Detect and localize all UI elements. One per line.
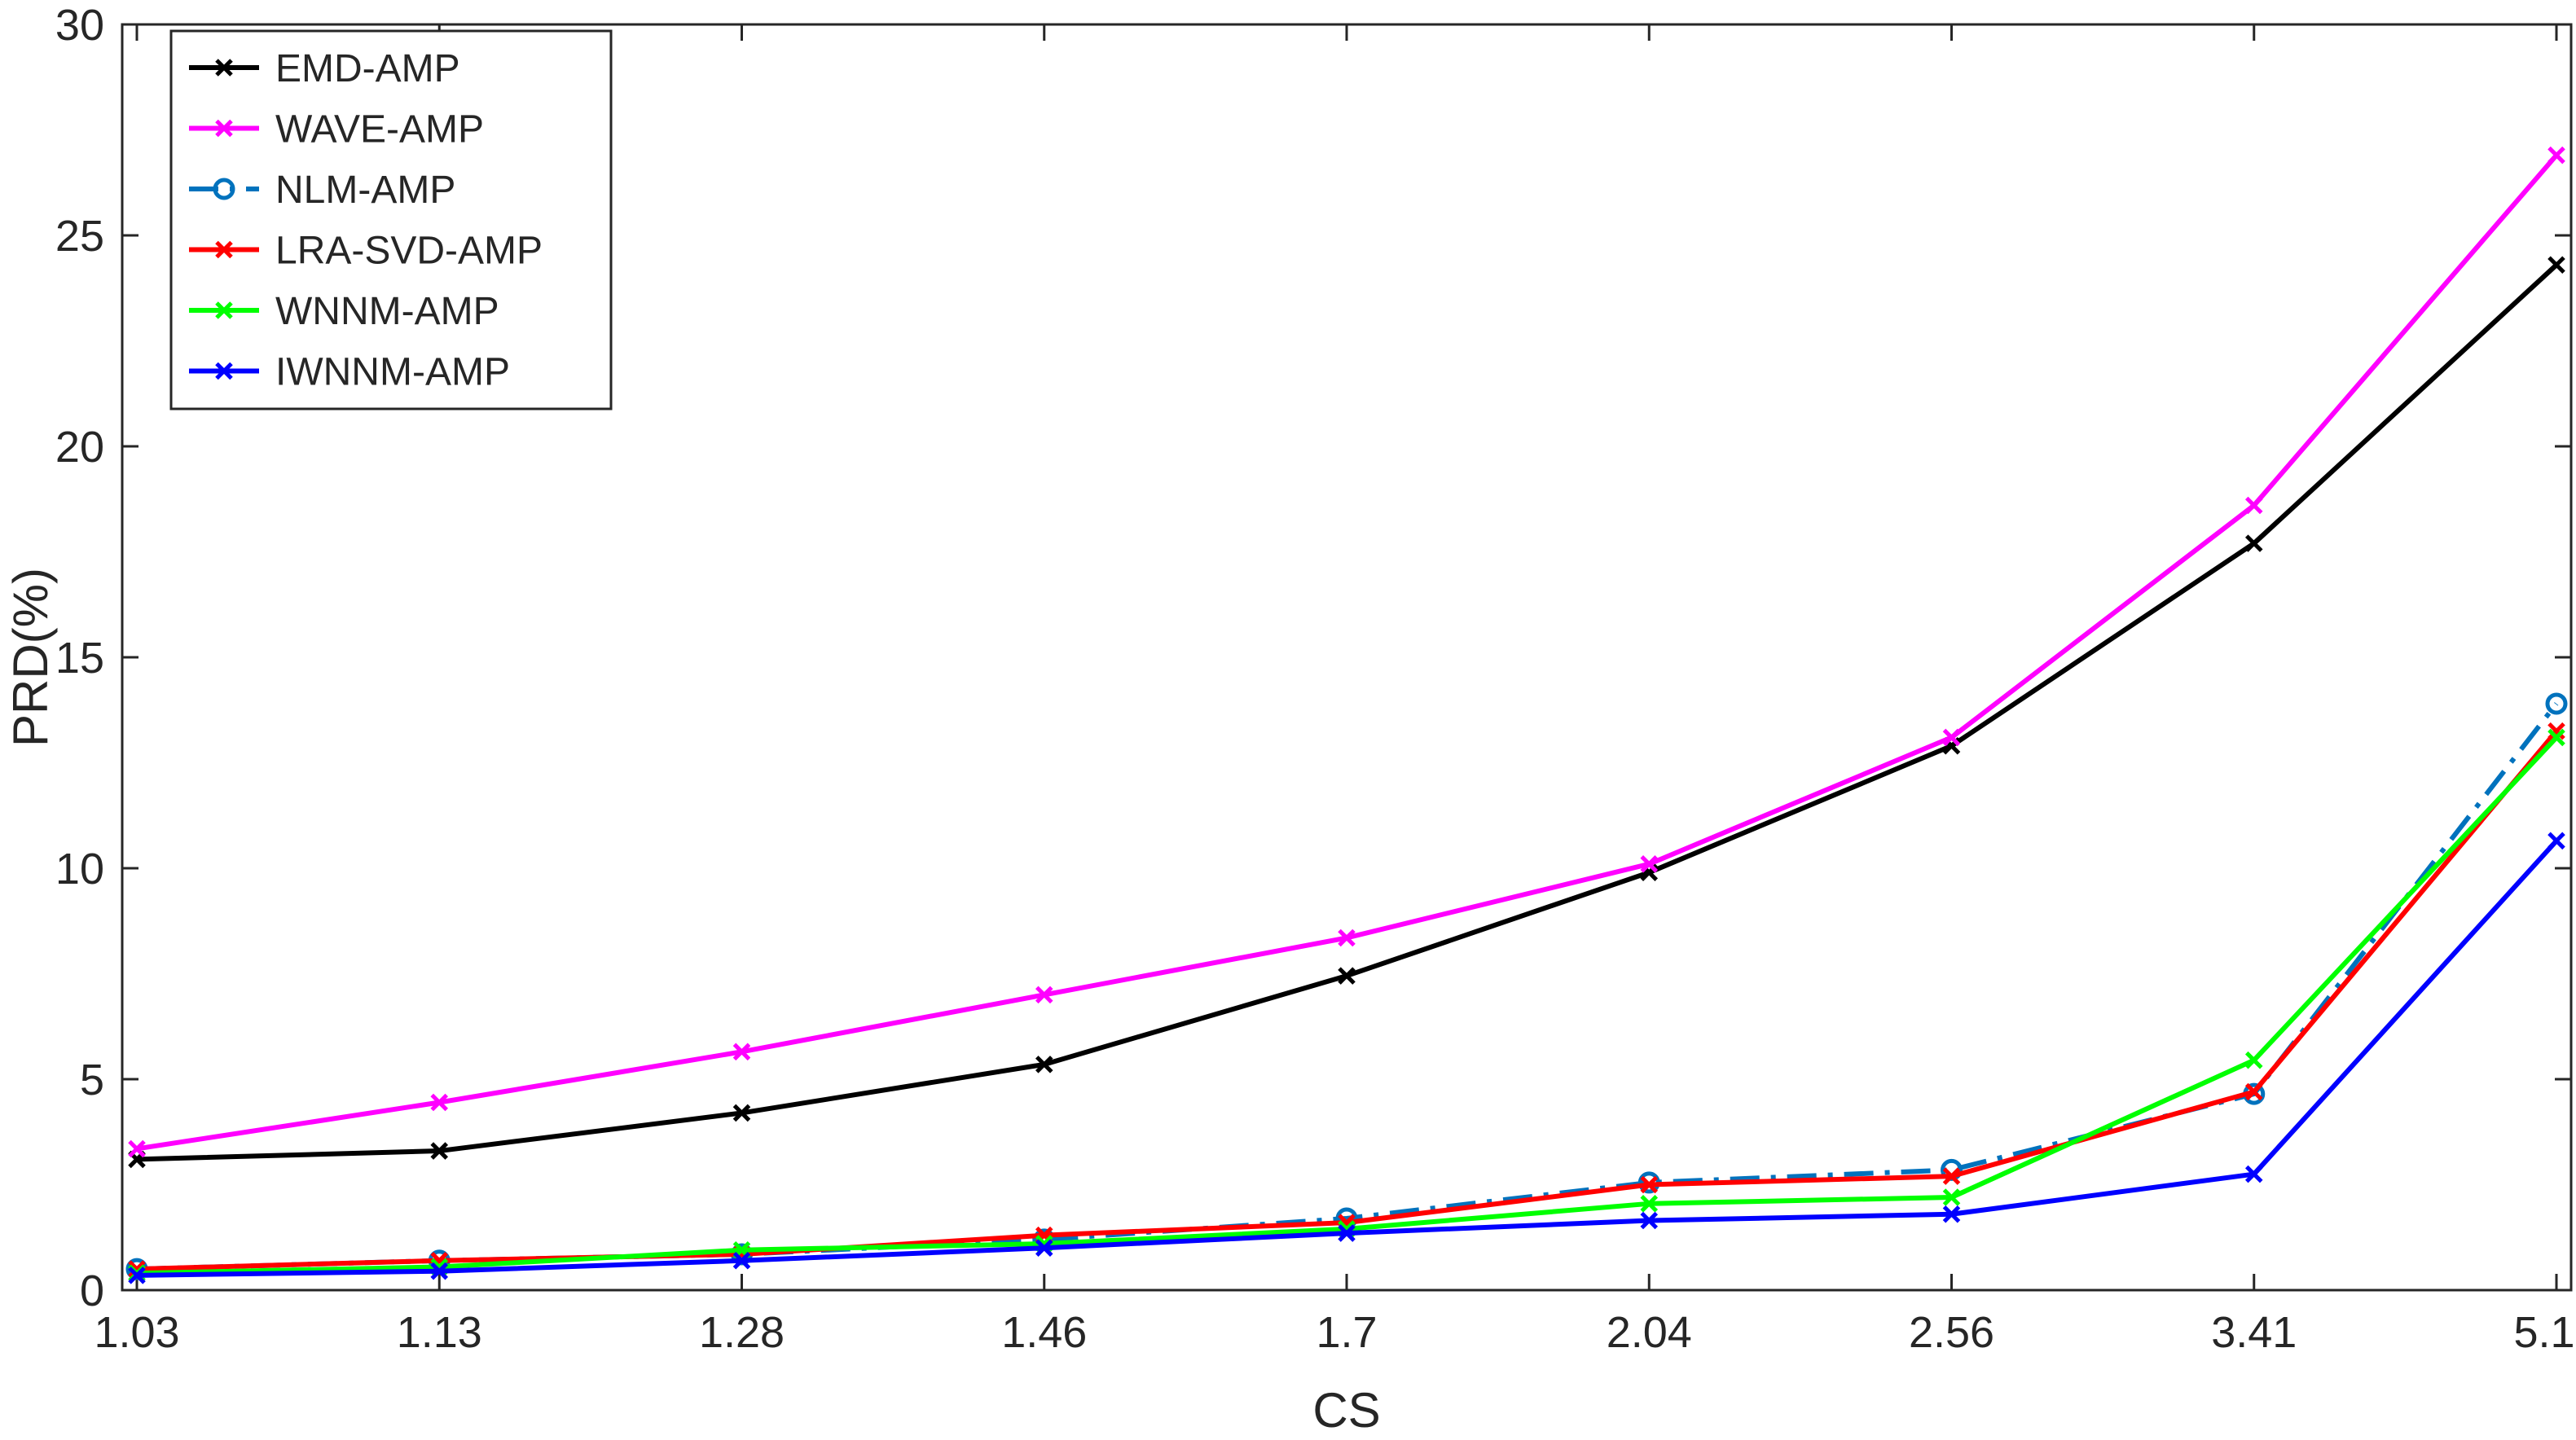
data-point bbox=[128, 1139, 146, 1158]
x-axis-title: CS bbox=[1312, 1383, 1380, 1438]
legend-item: IWNNM-AMP bbox=[189, 351, 510, 394]
data-point bbox=[732, 1104, 751, 1122]
x-tick-label: 2.04 bbox=[1607, 1308, 1692, 1357]
x-tick-label: 1.7 bbox=[1316, 1308, 1377, 1357]
legend: EMD-AMP WAVE-AMP NLM-AMP LRA-SVD-AMP WNNM-AM… bbox=[169, 29, 613, 410]
y-tick-label: 0 bbox=[80, 1267, 104, 1315]
x-tick-label: 2.56 bbox=[1909, 1308, 1994, 1357]
data-point bbox=[430, 1262, 449, 1280]
x-tick-label: 3.41 bbox=[2211, 1308, 2297, 1357]
legend-label: NLM-AMP bbox=[275, 169, 455, 212]
data-point bbox=[1035, 1239, 1053, 1257]
x-tick-label: 1.46 bbox=[1001, 1308, 1087, 1357]
x-tick-label: 5.12 bbox=[2513, 1308, 2576, 1357]
legend-label: IWNNM-AMP bbox=[275, 351, 510, 394]
data-point bbox=[1035, 986, 1053, 1004]
data-point bbox=[215, 301, 233, 319]
y-tick-label: 10 bbox=[55, 845, 104, 893]
series-emd-amp bbox=[128, 256, 2565, 1169]
data-point bbox=[215, 362, 233, 380]
data-point bbox=[1942, 728, 1961, 747]
data-point bbox=[732, 1043, 751, 1061]
series-iwnnm-amp bbox=[128, 832, 2565, 1284]
data-point bbox=[732, 1251, 751, 1270]
y-axis-title: PRD(%) bbox=[3, 568, 58, 747]
data-point bbox=[1640, 1175, 1659, 1194]
legend-label: WNNM-AMP bbox=[275, 290, 499, 333]
data-point bbox=[2244, 1165, 2263, 1183]
y-tick-label: 20 bbox=[55, 423, 104, 472]
data-point bbox=[215, 59, 233, 77]
legend-item: NLM-AMP bbox=[189, 169, 455, 212]
data-point bbox=[2547, 728, 2565, 747]
x-tick-label: 1.28 bbox=[699, 1308, 785, 1357]
data-point bbox=[1640, 1211, 1659, 1230]
data-point bbox=[2547, 722, 2565, 740]
data-point bbox=[1338, 929, 1356, 947]
legend-item: EMD-AMP bbox=[189, 47, 460, 90]
data-point bbox=[213, 178, 235, 200]
axis-ticks: 1.03 1.13 1.28 1.46 1.7 2.04 2.56 3.41 5.12 0 5 10 1… bbox=[55, 1, 2576, 1357]
series-wave-amp bbox=[128, 146, 2565, 1158]
data-point bbox=[1942, 1188, 1961, 1206]
data-point bbox=[215, 119, 233, 138]
y-tick-label: 15 bbox=[55, 634, 104, 683]
series-group bbox=[125, 146, 2568, 1284]
data-point bbox=[2244, 1082, 2263, 1101]
data-point bbox=[1338, 1224, 1356, 1242]
data-point bbox=[1640, 1195, 1659, 1213]
y-tick-label: 5 bbox=[80, 1056, 104, 1104]
legend-item: LRA-SVD-AMP bbox=[189, 230, 543, 273]
data-point bbox=[1942, 1205, 1961, 1223]
data-point bbox=[1338, 967, 1356, 985]
y-tick-label: 30 bbox=[55, 1, 104, 50]
series-wnnm-amp bbox=[128, 728, 2565, 1283]
data-point bbox=[2547, 832, 2565, 850]
data-point bbox=[1640, 855, 1659, 873]
data-point bbox=[2244, 1051, 2263, 1069]
data-point bbox=[2547, 146, 2565, 165]
x-tick-label: 1.03 bbox=[94, 1308, 179, 1357]
legend-label: WAVE-AMP bbox=[275, 108, 484, 151]
data-point bbox=[215, 240, 233, 259]
data-point bbox=[430, 1093, 449, 1112]
legend-item: WAVE-AMP bbox=[189, 108, 484, 151]
legend-box bbox=[169, 29, 613, 410]
legend-item: WNNM-AMP bbox=[189, 290, 499, 333]
y-tick-label: 25 bbox=[55, 212, 104, 261]
data-point bbox=[1942, 1167, 1961, 1185]
data-point bbox=[128, 1267, 146, 1284]
legend-label: LRA-SVD-AMP bbox=[275, 230, 543, 273]
data-point bbox=[2545, 692, 2568, 715]
data-point bbox=[2244, 496, 2263, 515]
data-point bbox=[1035, 1056, 1053, 1073]
data-point bbox=[2547, 256, 2565, 274]
data-point bbox=[430, 1142, 449, 1160]
legend-label: EMD-AMP bbox=[275, 47, 460, 90]
data-point bbox=[2244, 534, 2263, 552]
x-tick-label: 1.13 bbox=[397, 1308, 482, 1357]
